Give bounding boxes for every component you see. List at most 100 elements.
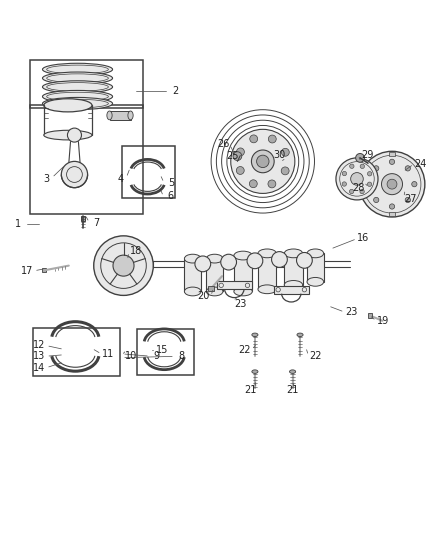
Circle shape (94, 236, 153, 295)
Ellipse shape (234, 287, 252, 296)
Circle shape (374, 197, 379, 203)
Ellipse shape (252, 333, 258, 336)
Bar (110, 111, 131, 120)
Circle shape (237, 148, 244, 156)
Ellipse shape (42, 72, 113, 84)
Circle shape (412, 182, 417, 187)
Ellipse shape (184, 254, 201, 263)
Circle shape (389, 159, 395, 165)
Circle shape (359, 151, 425, 217)
Text: 4: 4 (117, 174, 124, 184)
Text: 10: 10 (125, 351, 138, 361)
Ellipse shape (307, 278, 324, 286)
Text: 8: 8 (179, 351, 185, 361)
Circle shape (268, 135, 276, 143)
Text: 21: 21 (286, 385, 299, 395)
Text: 18: 18 (130, 246, 142, 256)
Text: 23: 23 (234, 298, 246, 309)
Ellipse shape (42, 81, 113, 93)
Text: 14: 14 (33, 363, 46, 373)
Circle shape (356, 154, 364, 162)
Text: 16: 16 (357, 233, 370, 243)
Bar (30, 106, 143, 214)
Circle shape (251, 150, 274, 173)
Ellipse shape (284, 249, 303, 258)
Bar (81, 216, 85, 221)
Ellipse shape (252, 370, 258, 374)
Text: 13: 13 (33, 351, 46, 361)
Circle shape (281, 167, 289, 175)
Bar (307, 253, 324, 282)
Circle shape (367, 182, 372, 187)
Ellipse shape (234, 251, 252, 260)
Ellipse shape (290, 370, 296, 374)
Bar (274, 286, 309, 294)
Text: 19: 19 (377, 316, 389, 326)
Ellipse shape (258, 285, 276, 294)
Ellipse shape (44, 99, 92, 112)
Circle shape (342, 172, 346, 176)
Ellipse shape (42, 91, 113, 103)
Circle shape (342, 182, 346, 186)
Circle shape (360, 164, 364, 168)
Bar (389, 212, 395, 216)
Text: 3: 3 (43, 174, 49, 184)
Circle shape (387, 179, 397, 189)
Circle shape (389, 204, 395, 209)
Circle shape (195, 256, 211, 272)
Circle shape (360, 189, 364, 194)
Circle shape (61, 161, 88, 188)
Circle shape (367, 172, 372, 176)
Circle shape (268, 180, 276, 188)
Circle shape (367, 182, 372, 187)
Circle shape (336, 158, 378, 200)
Circle shape (405, 166, 410, 171)
Circle shape (231, 130, 295, 193)
Circle shape (350, 189, 354, 193)
Text: 30: 30 (273, 150, 286, 160)
Ellipse shape (184, 287, 201, 296)
Circle shape (249, 180, 257, 188)
Text: 5: 5 (168, 178, 174, 188)
Circle shape (67, 128, 81, 142)
Bar (184, 259, 201, 292)
Text: 20: 20 (198, 291, 210, 301)
Bar (368, 313, 372, 318)
Ellipse shape (42, 98, 113, 110)
Circle shape (237, 166, 244, 174)
Bar (206, 259, 223, 292)
Ellipse shape (128, 111, 133, 120)
Text: 27: 27 (405, 193, 417, 204)
Bar (137, 329, 194, 375)
Circle shape (374, 166, 379, 171)
Bar (258, 253, 276, 289)
Text: 29: 29 (361, 150, 373, 160)
Bar (30, 60, 143, 108)
Text: 23: 23 (345, 308, 357, 318)
Circle shape (113, 255, 134, 276)
Text: 1: 1 (14, 219, 21, 229)
Circle shape (297, 253, 312, 268)
Bar (389, 152, 395, 156)
Circle shape (350, 164, 354, 168)
Circle shape (257, 155, 269, 167)
Ellipse shape (44, 130, 92, 140)
Text: 26: 26 (217, 139, 230, 149)
Text: 15: 15 (156, 345, 168, 355)
Circle shape (272, 252, 287, 268)
Text: 24: 24 (414, 159, 427, 168)
Ellipse shape (107, 111, 112, 120)
Ellipse shape (206, 287, 223, 296)
Ellipse shape (307, 249, 324, 258)
Text: 11: 11 (102, 349, 114, 359)
Text: 17: 17 (21, 266, 33, 276)
Ellipse shape (206, 254, 223, 263)
Ellipse shape (42, 63, 113, 76)
Circle shape (281, 148, 289, 156)
Text: 2: 2 (172, 86, 178, 96)
Bar (217, 281, 252, 289)
Circle shape (247, 253, 263, 269)
Text: 9: 9 (154, 351, 160, 361)
Text: 21: 21 (244, 385, 257, 395)
Text: 22: 22 (238, 345, 251, 355)
